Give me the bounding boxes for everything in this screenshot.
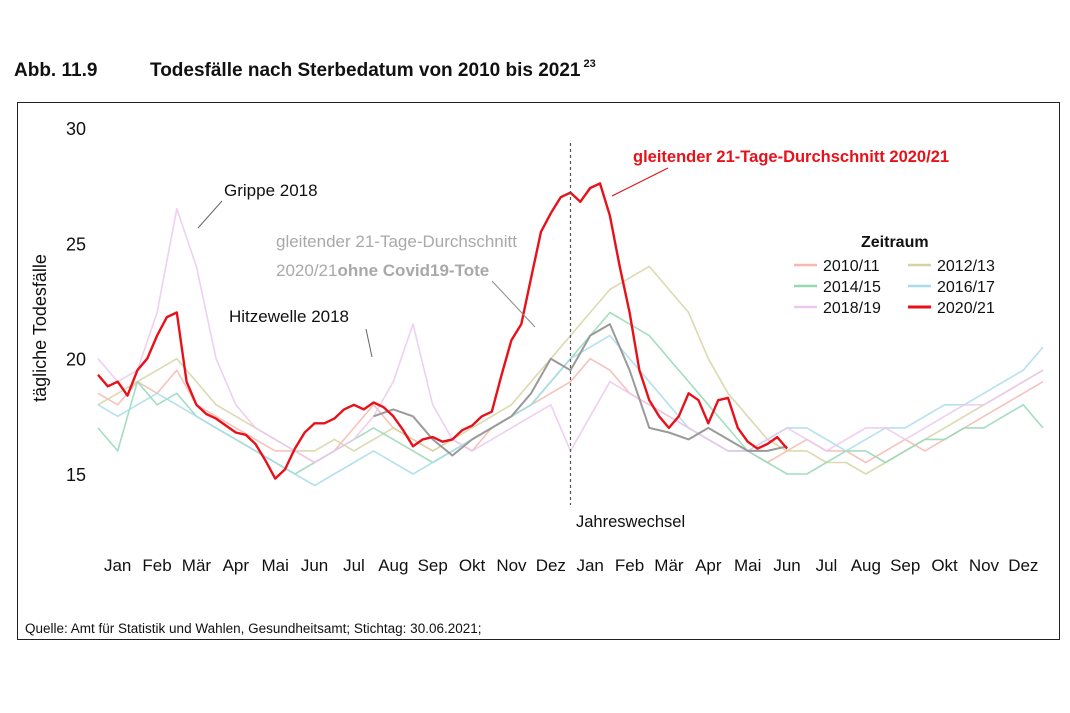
- annotation-ohne-covid-leader: [491, 280, 536, 328]
- footnote-ref: 23: [583, 58, 596, 70]
- legend-title: Zeitraum: [861, 234, 929, 251]
- annotation-21-tage-leader: [611, 167, 669, 197]
- y-tick-label: 20: [66, 350, 86, 370]
- series-line-2010-11: [97, 357, 1044, 464]
- legend-label: 2020/21: [937, 300, 995, 317]
- annotation-grippe-leader: [197, 200, 223, 229]
- x-tick-label: Okt: [459, 556, 486, 575]
- figure-title-text: Todesfälle nach Sterbedatum von 2010 bis…: [150, 60, 581, 81]
- annotation-jahreswechsel: Jahreswechsel: [576, 513, 685, 531]
- series-line-2020-21-ohne-Covid19-Tote: [373, 323, 788, 457]
- annotations: Grippe 2018 Hitzewelle 2018 gleitender 21-…: [197, 148, 949, 531]
- y-tick-label: 25: [66, 234, 86, 254]
- legend-label: 2014/15: [823, 279, 881, 296]
- x-tick-label: Dez: [536, 556, 566, 575]
- legend-label: 2016/17: [937, 279, 995, 296]
- x-tick-label: Jan: [576, 556, 603, 575]
- x-ticks: Jan Feb Mär Apr Mai Jun Jul Aug Sep Okt Nov Dez Jan F…: [104, 556, 1038, 575]
- x-tick-label: Sep: [890, 556, 920, 575]
- legend-label: 2010/11: [823, 258, 880, 275]
- x-tick-label: Aug: [851, 556, 881, 575]
- y-tick-label: 30: [66, 119, 86, 139]
- figure-title: Abb. 11.9 Todesfälle nach Sterbedatum von…: [14, 58, 596, 82]
- x-tick-label: Jul: [343, 556, 365, 575]
- legend-label: 2012/13: [937, 258, 995, 275]
- x-tick-label: Jun: [773, 556, 800, 575]
- x-tick-label: Feb: [615, 556, 644, 575]
- source-note: Quelle: Amt für Statistik und Wahlen, Ge…: [25, 621, 482, 636]
- y-axis-label: tägliche Todesfälle: [30, 254, 50, 402]
- x-tick-label: Aug: [378, 556, 408, 575]
- x-tick-label: Apr: [223, 556, 250, 575]
- x-tick-label: Nov: [496, 556, 527, 575]
- annotation-hitzewelle-leader: [365, 328, 373, 358]
- x-tick-label: Okt: [931, 556, 958, 575]
- x-tick-label: Feb: [142, 556, 171, 575]
- x-tick-label: Mai: [261, 556, 288, 575]
- legend: Zeitraum 2010/11 2012/13 2014/15 2016/17 2018…: [794, 234, 995, 317]
- series-line-2020-21: [97, 182, 789, 480]
- x-tick-label: Mai: [734, 556, 761, 575]
- annotation-ohne-covid-year: 2020/21: [276, 261, 337, 280]
- chart-frame: [17, 102, 1060, 640]
- annotation-ohne-covid-line1: gleitender 21-Tage-Durchschnitt: [276, 232, 517, 251]
- x-tick-label: Mär: [182, 556, 212, 575]
- x-tick-label: Sep: [418, 556, 448, 575]
- annotation-ohne-covid-line2: 2020/21ohne Covid19-Tote: [276, 261, 489, 280]
- x-tick-label: Jul: [816, 556, 838, 575]
- legend-label: 2018/19: [823, 300, 881, 317]
- y-tick-label: 15: [66, 465, 86, 485]
- series-layer: [97, 182, 1044, 487]
- x-tick-label: Jun: [301, 556, 328, 575]
- annotation-hitzewelle: Hitzewelle 2018: [229, 307, 349, 326]
- x-tick-label: Mär: [654, 556, 684, 575]
- annotation-grippe: Grippe 2018: [224, 181, 318, 200]
- annotation-21-tage-2020-21: gleitender 21-Tage-Durchschnitt 2020/21: [633, 148, 949, 166]
- x-tick-label: Nov: [969, 556, 1000, 575]
- annotation-ohne-covid-bold: ohne Covid19-Tote: [337, 261, 489, 280]
- x-tick-label: Jan: [104, 556, 131, 575]
- figure-number: Abb. 11.9: [14, 60, 98, 81]
- y-ticks: 15 20 25 30: [66, 119, 86, 485]
- x-tick-label: Apr: [695, 556, 722, 575]
- x-tick-label: Dez: [1008, 556, 1038, 575]
